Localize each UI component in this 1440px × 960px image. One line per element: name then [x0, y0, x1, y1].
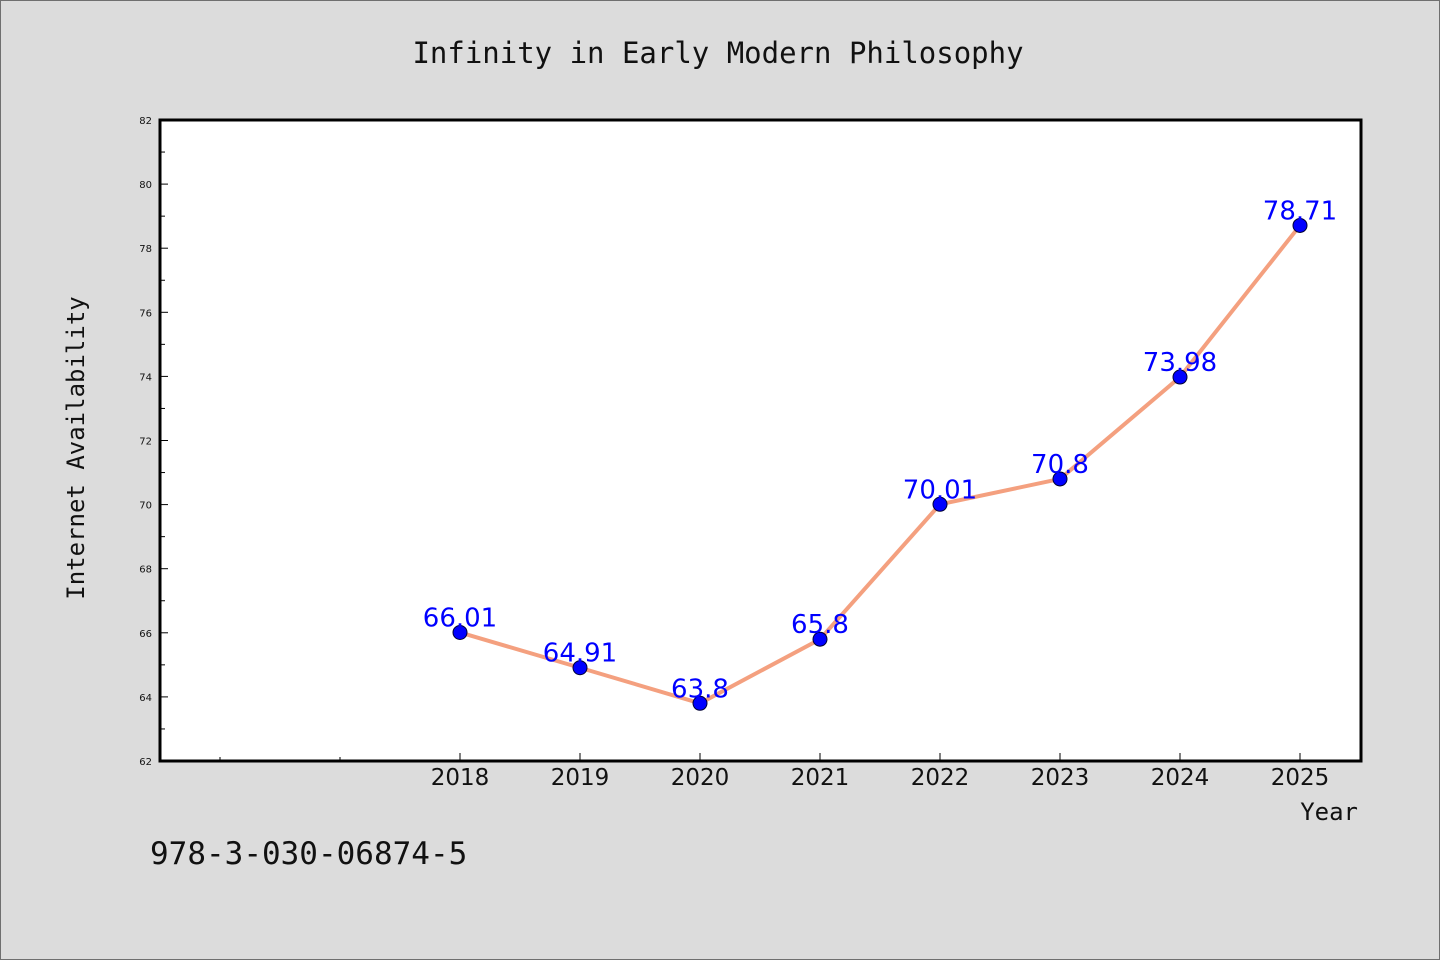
x-tick-label: 2025	[1271, 765, 1330, 791]
data-point	[452, 624, 468, 640]
isbn-annotation: 978-3-030-06874-5	[150, 836, 467, 872]
data-point	[572, 660, 588, 676]
data-label: 63.8	[671, 674, 729, 704]
y-tick-label: 70	[139, 501, 152, 512]
chart-title: Infinity in Early Modern Philosophy	[412, 36, 1023, 70]
data-point	[932, 496, 948, 512]
data-label: 73.98	[1143, 348, 1217, 378]
y-axis: 62 64 66 68 70 72 74 76 78 80 82	[139, 116, 168, 768]
data-point	[1172, 369, 1188, 385]
data-point	[692, 695, 708, 711]
data-point	[812, 631, 828, 647]
data-point	[1292, 217, 1308, 233]
y-tick-label: 68	[139, 565, 152, 576]
y-axis-label: Internet Availability	[62, 296, 90, 599]
data-label: 70.01	[903, 475, 977, 505]
data-label: 64.91	[543, 639, 617, 669]
series-line	[458, 223, 1302, 706]
data-label: 66.01	[423, 603, 497, 633]
x-tick-label: 2024	[1151, 765, 1210, 791]
y-tick-label: 74	[139, 372, 152, 383]
x-tick-label: 2023	[1031, 765, 1090, 791]
data-label: 70.8	[1031, 450, 1089, 480]
x-tick-label: 2022	[911, 765, 970, 791]
plot-area	[158, 118, 1363, 763]
y-tick-label: 64	[139, 693, 152, 704]
y-tick-label: 62	[139, 757, 152, 768]
data-point	[1052, 471, 1068, 487]
data-label: 78.71	[1263, 196, 1337, 226]
y-tick-label: 78	[139, 244, 152, 255]
x-axis: 2018 2019 2020 2021 2022 2023 2024 2025	[219, 753, 1330, 791]
data-label: 65.8	[791, 610, 849, 640]
x-tick-label: 2020	[671, 765, 730, 791]
y-tick-label: 66	[139, 629, 152, 640]
y-tick-label: 76	[139, 308, 152, 319]
x-axis-label: Year	[1300, 798, 1358, 826]
x-tick-label: 2018	[431, 765, 490, 791]
series-group: 66.01 64.91 63.8 65.8 70.01 70.8 73.98 78.71	[423, 196, 1337, 711]
y-tick-label: 72	[139, 437, 152, 448]
x-tick-label: 2019	[551, 765, 610, 791]
x-tick-label: 2021	[791, 765, 850, 791]
y-tick-label: 80	[139, 180, 152, 191]
y-tick-label: 82	[139, 116, 152, 127]
